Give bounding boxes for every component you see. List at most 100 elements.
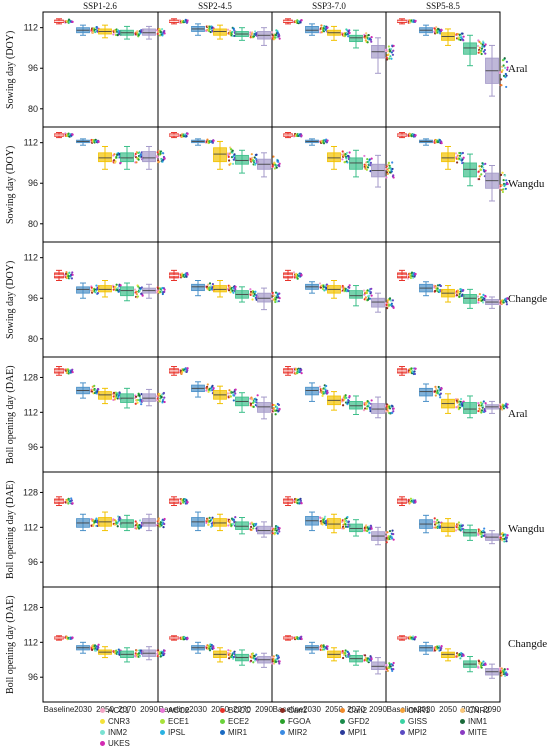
model-point (481, 402, 484, 405)
model-point (227, 159, 231, 162)
model-point (278, 662, 281, 665)
model-point (318, 385, 322, 388)
legend-item: FGOA (280, 717, 311, 726)
model-point (484, 43, 487, 46)
model-point (134, 655, 137, 658)
legend-item: GISS (400, 717, 427, 726)
model-point (366, 157, 369, 161)
box (349, 290, 363, 299)
model-point (253, 659, 257, 662)
model-point (253, 159, 256, 163)
site-label: Aral (508, 62, 528, 75)
model-point (454, 529, 458, 532)
model-point (272, 35, 275, 39)
model-point (93, 644, 97, 647)
model-point (136, 401, 139, 404)
model-point (158, 393, 161, 396)
model-point (321, 523, 324, 526)
model-point (134, 395, 138, 398)
model-point (233, 29, 236, 32)
model-point (119, 517, 122, 520)
scenario-header: SSP2-4.5 (198, 1, 232, 11)
model-point (366, 166, 370, 169)
model-point (389, 299, 393, 302)
model-point (409, 370, 412, 373)
model-point (186, 369, 189, 372)
model-point (229, 291, 232, 294)
model-point (208, 282, 212, 285)
model-point (503, 66, 507, 69)
model-point (231, 151, 234, 154)
model-point (392, 410, 395, 413)
x-tick-label: 2090 (255, 705, 273, 714)
model-point (299, 499, 303, 502)
model-point (348, 286, 351, 289)
model-point (389, 55, 392, 58)
model-point (505, 540, 508, 543)
legend-item: MPI2 (400, 728, 427, 737)
legend-label: UKES (108, 739, 130, 748)
model-point (70, 497, 73, 500)
model-point (500, 406, 503, 409)
box (305, 386, 319, 396)
model-point (365, 291, 369, 295)
model-point (230, 148, 233, 151)
model-point (278, 407, 281, 411)
model-point (386, 538, 389, 541)
model-point (231, 522, 235, 526)
legend-item: CNR3 (100, 717, 130, 726)
model-point (340, 520, 344, 524)
model-point (207, 523, 210, 526)
model-point (96, 291, 100, 295)
legend-label: ACC2 (168, 706, 190, 715)
model-point (211, 283, 215, 286)
model-point (323, 289, 326, 292)
model-point (385, 48, 388, 51)
model-point (134, 402, 137, 405)
model-point (229, 395, 233, 398)
model-point (435, 387, 438, 391)
model-point (208, 649, 212, 652)
model-point (133, 288, 137, 291)
model-point (392, 44, 395, 47)
model-point (479, 42, 483, 45)
model-point (226, 392, 230, 395)
model-point (136, 30, 139, 33)
model-point (342, 399, 345, 402)
legend-label: Can1 (288, 706, 308, 715)
model-point (386, 168, 389, 171)
model-point (323, 284, 327, 287)
model-point (278, 165, 281, 168)
model-point (231, 30, 234, 34)
y-tick-label: 96 (28, 672, 38, 682)
model-point (181, 370, 184, 373)
model-point (320, 24, 323, 27)
model-point (234, 388, 237, 391)
model-point (503, 57, 506, 60)
model-point (391, 299, 395, 302)
model-point (71, 273, 74, 276)
model-point (506, 182, 509, 186)
model-point (116, 525, 119, 528)
model-point (367, 404, 370, 407)
model-point (411, 635, 415, 638)
model-point (155, 399, 159, 402)
model-point (275, 164, 278, 167)
model-point (134, 520, 137, 523)
model-point (112, 33, 115, 36)
model-point (498, 187, 502, 190)
legend-item: ACC1 (100, 706, 129, 715)
model-point (457, 292, 460, 295)
model-point (501, 184, 504, 187)
model-point (388, 164, 391, 167)
model-point (414, 635, 417, 639)
model-point (249, 659, 253, 662)
model-point (343, 520, 346, 523)
model-point (478, 292, 481, 296)
legend-label: CNR2 (468, 706, 490, 715)
model-point (158, 34, 162, 37)
legend-dot-icon (220, 730, 225, 736)
model-point (185, 135, 188, 138)
model-point (391, 53, 395, 56)
